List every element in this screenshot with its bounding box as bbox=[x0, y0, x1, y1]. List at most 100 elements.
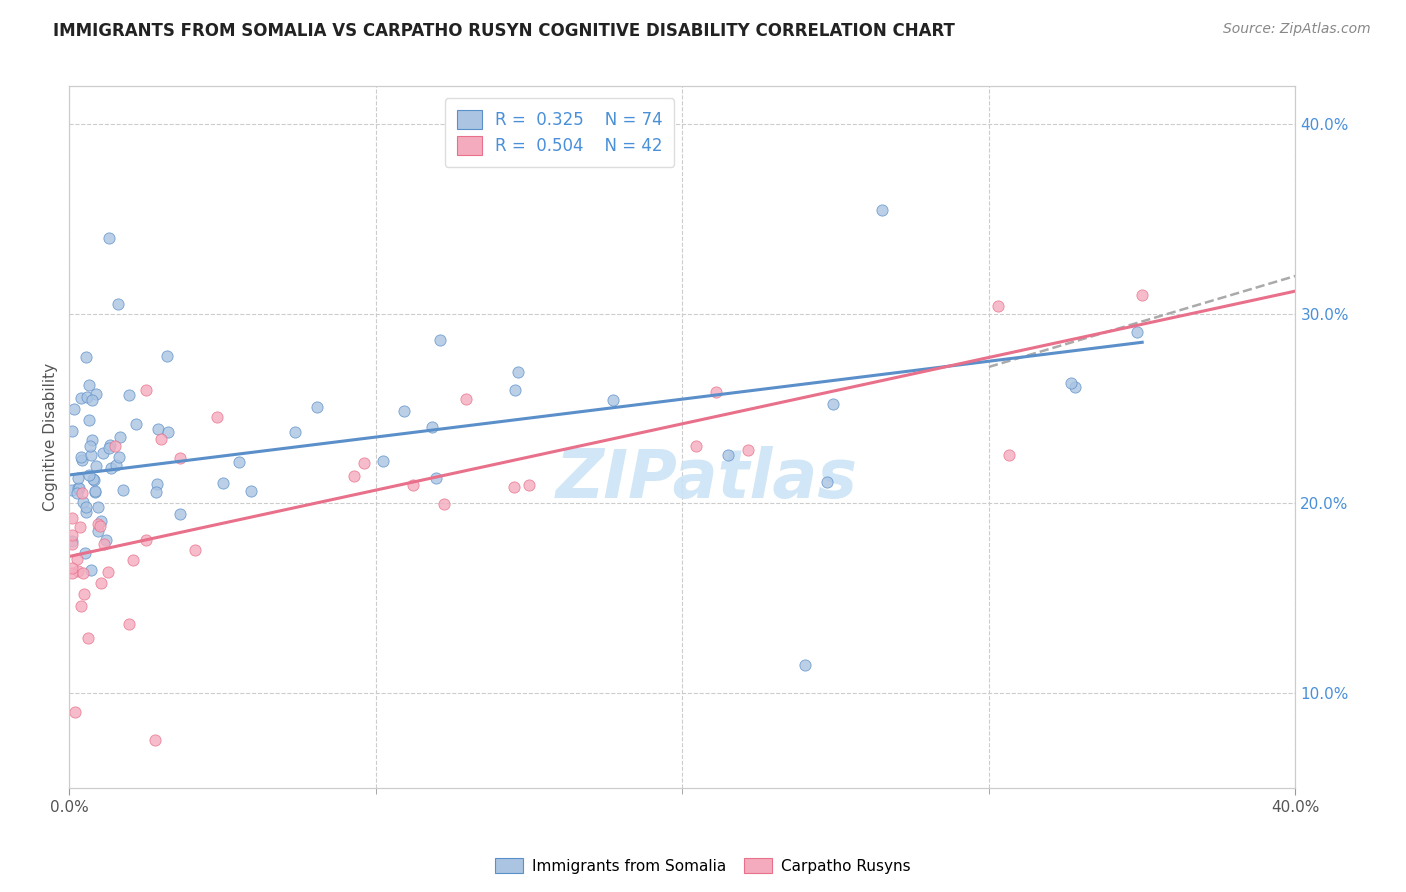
Point bbox=[91, 445, 114, 459]
Point bbox=[60, 566, 83, 580]
Point bbox=[60, 534, 83, 549]
Point bbox=[420, 420, 443, 434]
Point bbox=[135, 383, 157, 397]
Point bbox=[67, 565, 90, 579]
Point bbox=[1126, 325, 1149, 339]
Y-axis label: Cognitive Disability: Cognitive Disability bbox=[44, 363, 58, 511]
Point bbox=[83, 473, 105, 487]
Point bbox=[77, 468, 100, 483]
Point bbox=[104, 439, 127, 453]
Point bbox=[60, 424, 83, 438]
Point bbox=[454, 392, 477, 406]
Point bbox=[72, 566, 94, 581]
Text: Source: ZipAtlas.com: Source: ZipAtlas.com bbox=[1223, 22, 1371, 37]
Point bbox=[602, 393, 624, 408]
Point bbox=[433, 497, 456, 511]
Point bbox=[207, 410, 229, 425]
Point bbox=[75, 350, 97, 364]
Point bbox=[373, 453, 395, 467]
Point bbox=[146, 476, 169, 491]
Point bbox=[69, 520, 91, 534]
Point bbox=[1064, 380, 1087, 394]
Point bbox=[60, 511, 83, 525]
Point bbox=[65, 705, 87, 719]
Point bbox=[82, 472, 104, 486]
Legend: R =  0.325    N = 74, R =  0.504    N = 42: R = 0.325 N = 74, R = 0.504 N = 42 bbox=[446, 98, 675, 167]
Point bbox=[69, 391, 91, 405]
Point bbox=[987, 300, 1010, 314]
Point bbox=[284, 425, 307, 439]
Point bbox=[65, 486, 87, 500]
Point bbox=[60, 527, 83, 541]
Point bbox=[83, 484, 105, 499]
Point bbox=[80, 448, 103, 462]
Point bbox=[66, 552, 89, 566]
Point bbox=[815, 475, 838, 490]
Point bbox=[66, 471, 89, 485]
Point bbox=[149, 432, 172, 446]
Point bbox=[86, 387, 108, 401]
Point bbox=[108, 450, 131, 464]
Point bbox=[72, 587, 94, 601]
Point bbox=[184, 542, 207, 557]
Point bbox=[228, 455, 250, 469]
Point bbox=[86, 524, 108, 538]
Point bbox=[146, 422, 169, 436]
Point bbox=[118, 388, 141, 402]
Point bbox=[1130, 288, 1153, 302]
Text: ZIPatlas: ZIPatlas bbox=[555, 446, 858, 512]
Point bbox=[97, 565, 120, 579]
Point bbox=[70, 452, 93, 467]
Point bbox=[83, 483, 105, 498]
Point bbox=[107, 297, 129, 311]
Point bbox=[80, 563, 103, 577]
Point bbox=[89, 519, 111, 533]
Point bbox=[717, 448, 740, 462]
Point bbox=[70, 599, 93, 613]
Point bbox=[67, 481, 90, 495]
Point bbox=[118, 616, 141, 631]
Point bbox=[77, 378, 100, 392]
Point bbox=[143, 733, 166, 747]
Point bbox=[75, 505, 97, 519]
Legend: Immigrants from Somalia, Carpatho Rusyns: Immigrants from Somalia, Carpatho Rusyns bbox=[489, 852, 917, 880]
Point bbox=[343, 468, 366, 483]
Point bbox=[75, 546, 97, 560]
Point bbox=[505, 383, 527, 397]
Point bbox=[156, 349, 179, 363]
Point bbox=[110, 430, 132, 444]
Point bbox=[704, 385, 727, 400]
Point bbox=[508, 365, 530, 379]
Point bbox=[104, 458, 127, 472]
Point bbox=[87, 500, 110, 514]
Point bbox=[1060, 376, 1083, 390]
Point bbox=[100, 460, 122, 475]
Point bbox=[98, 437, 121, 451]
Point bbox=[998, 448, 1021, 462]
Point bbox=[80, 393, 103, 408]
Point bbox=[86, 458, 108, 473]
Point bbox=[794, 657, 817, 672]
Point bbox=[823, 396, 845, 410]
Point bbox=[503, 480, 526, 494]
Point bbox=[121, 553, 143, 567]
Point bbox=[169, 507, 191, 521]
Point bbox=[72, 495, 94, 509]
Point bbox=[63, 402, 86, 417]
Point bbox=[685, 440, 707, 454]
Point bbox=[307, 400, 329, 414]
Point bbox=[212, 475, 235, 490]
Point bbox=[72, 486, 94, 500]
Point bbox=[239, 483, 262, 498]
Point bbox=[60, 483, 83, 497]
Text: IMMIGRANTS FROM SOMALIA VS CARPATHO RUSYN COGNITIVE DISABILITY CORRELATION CHART: IMMIGRANTS FROM SOMALIA VS CARPATHO RUSY… bbox=[53, 22, 955, 40]
Point bbox=[517, 477, 540, 491]
Point bbox=[402, 478, 425, 492]
Point bbox=[75, 500, 97, 514]
Point bbox=[425, 471, 447, 485]
Point bbox=[90, 575, 112, 590]
Point bbox=[135, 533, 157, 547]
Point bbox=[76, 390, 98, 404]
Point bbox=[169, 451, 191, 466]
Point bbox=[79, 439, 101, 453]
